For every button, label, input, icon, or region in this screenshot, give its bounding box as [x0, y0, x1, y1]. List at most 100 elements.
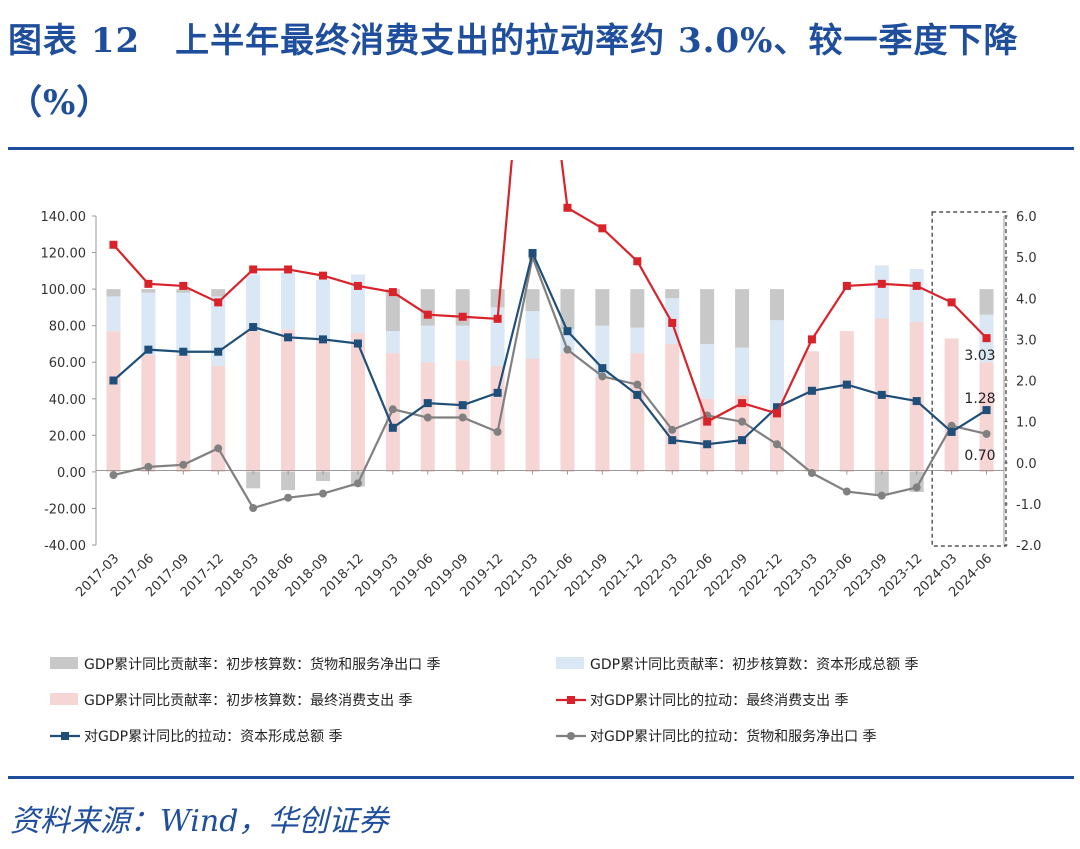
point-0-2018-03 — [249, 265, 258, 274]
legend-item-1: GDP累计同比贡献率：初步核算数：资本形成总额 季 — [556, 656, 919, 673]
point-1-2017-12 — [214, 347, 223, 356]
legend-marker — [567, 732, 575, 740]
point-2-2024-06 — [982, 429, 991, 438]
right-tick-label: 1.0 — [1016, 416, 1037, 431]
left-tick-label: -40.00 — [44, 539, 86, 554]
bar-2-2017-12 — [211, 289, 226, 297]
point-0-2022-12 — [773, 409, 781, 418]
bar-2-2023-09 — [874, 471, 889, 496]
point-0-2021-09 — [598, 224, 607, 233]
bar-0-2022-03 — [665, 343, 680, 472]
point-1-2021-12 — [633, 390, 642, 399]
point-0-2024-03 — [947, 298, 956, 307]
bar-0-2018-09 — [316, 338, 330, 472]
legend-swatch — [556, 657, 584, 669]
point-1-2023-09 — [877, 390, 886, 399]
point-2-2019-03 — [388, 405, 397, 414]
data-label: 0.70 — [964, 448, 995, 464]
legend-swatch — [50, 693, 78, 705]
line-path-0 — [112, 160, 988, 424]
line-path-1 — [112, 249, 988, 446]
right-tick-label: -1.0 — [1016, 498, 1041, 513]
point-1-2019-12 — [493, 388, 502, 397]
line-layer — [109, 160, 991, 512]
legend-label: 对GDP累计同比的拉动：货物和服务净出口 季 — [590, 728, 877, 745]
bar-2-2018-09 — [316, 471, 330, 482]
legend-label: GDP累计同比贡献率：初步核算数：最终消费支出 季 — [84, 692, 413, 709]
point-0-2023-12 — [912, 281, 921, 290]
point-0-2017-03 — [109, 240, 118, 249]
left-tick-label: 100.00 — [41, 283, 87, 298]
point-1-2024-06 — [982, 406, 991, 415]
bar-2-2024-06 — [979, 289, 994, 315]
right-tick-label: 0.0 — [1016, 457, 1037, 472]
right-tick-label: 4.0 — [1016, 292, 1037, 307]
bar-2-2017-06 — [141, 289, 156, 293]
point-0-2017-09 — [179, 281, 188, 290]
bar-0-2018-12 — [350, 332, 365, 472]
point-1-2022-06 — [703, 440, 712, 449]
point-0-2017-06 — [144, 279, 153, 288]
bar-2-2019-06 — [420, 289, 435, 326]
bar-0-2017-06 — [141, 354, 156, 472]
bar-1-2021-03 — [525, 311, 540, 359]
bar-2-2022-06 — [700, 289, 715, 344]
legend-item-2: GDP累计同比贡献率：初步核算数：最终消费支出 季 — [50, 692, 413, 709]
bar-2-2019-03 — [385, 289, 400, 332]
point-0-2021-12 — [633, 257, 642, 266]
line-series-2 — [109, 253, 991, 512]
legend-marker — [61, 732, 69, 740]
bar-1-2022-06 — [700, 343, 715, 399]
bar-0-2024-03 — [944, 338, 959, 472]
legend-item-3: 对GDP累计同比的拉动：最终消费支出 季 — [556, 693, 849, 709]
point-1-2018-06 — [284, 333, 293, 342]
point-1-2017-06 — [144, 345, 153, 354]
bar-1-2022-09 — [735, 347, 750, 396]
point-2-2023-12 — [912, 483, 921, 492]
point-0-2018-12 — [353, 281, 362, 290]
bar-1-2021-12 — [630, 327, 645, 354]
point-1-2018-09 — [319, 335, 327, 344]
point-1-2018-03 — [249, 323, 258, 332]
legend-label: 对GDP累计同比的拉动：资本形成总额 季 — [84, 729, 343, 745]
point-1-2022-09 — [738, 436, 747, 445]
left-tick-label: 140.00 — [41, 210, 87, 225]
right-tick-label: 2.0 — [1016, 375, 1037, 390]
bar-0-2017-09 — [176, 354, 191, 472]
point-1-2017-03 — [109, 376, 118, 385]
bar-2-2018-03 — [246, 471, 261, 489]
point-0-2019-09 — [458, 312, 467, 321]
bar-0-2023-03 — [804, 351, 819, 472]
point-0-2024-06 — [982, 334, 991, 343]
point-2-2017-06 — [144, 462, 153, 471]
bar-2-2022-09 — [735, 289, 750, 348]
bar-1-2018-03 — [246, 274, 261, 332]
bar-0-2022-12 — [770, 407, 784, 472]
point-0-2022-06 — [703, 417, 712, 426]
legend: GDP累计同比贡献率：初步核算数：货物和服务净出口 季 GDP累计同比贡献率：初步… — [50, 656, 919, 745]
line-series-1 — [109, 249, 991, 449]
bar-0-2017-03 — [106, 331, 121, 472]
bar-2-2017-03 — [106, 289, 121, 297]
bar-2-2021-12 — [630, 289, 645, 328]
point-2-2021-06 — [563, 345, 572, 354]
annotation-layer: 3.03 1.28 0.70 — [964, 348, 995, 464]
point-2-2021-12 — [633, 380, 642, 389]
legend-marker — [567, 696, 575, 704]
left-tick-label: 0.00 — [57, 466, 86, 481]
point-0-2018-06 — [284, 265, 293, 274]
bar-0-2021-06 — [560, 353, 575, 472]
point-1-2021-09 — [598, 364, 607, 373]
point-2-2019-12 — [493, 427, 502, 436]
legend-item-5: 对GDP累计同比的拉动：货物和服务净出口 季 — [556, 728, 877, 745]
bar-0-2021-03 — [525, 358, 540, 472]
bar-0-2021-09 — [595, 376, 610, 472]
point-0-2023-03 — [807, 335, 816, 344]
bar-1-2018-06 — [281, 272, 296, 330]
point-2-2017-03 — [109, 471, 118, 480]
right-tick-label: 3.0 — [1016, 333, 1037, 348]
right-tick-label: 5.0 — [1016, 251, 1037, 266]
point-2-2023-06 — [842, 487, 851, 496]
data-label: 3.03 — [964, 348, 995, 364]
point-2-2018-09 — [319, 489, 327, 498]
